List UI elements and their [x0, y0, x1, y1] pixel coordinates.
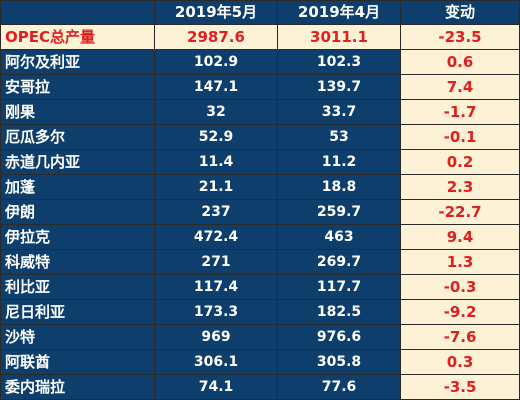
- header-april: 2019年4月: [278, 0, 401, 25]
- change-value: 9.4: [401, 225, 520, 250]
- april-value: 18.8: [278, 175, 401, 200]
- total-april: 3011.1: [278, 25, 401, 50]
- april-value: 182.5: [278, 300, 401, 325]
- april-value: 33.7: [278, 100, 401, 125]
- may-value: 472.4: [155, 225, 278, 250]
- change-value: 1.3: [401, 250, 520, 275]
- header-may: 2019年5月: [155, 0, 278, 25]
- may-value: 74.1: [155, 375, 278, 400]
- country-name: 伊朗: [0, 200, 155, 225]
- april-value: 269.7: [278, 250, 401, 275]
- april-value: 11.2: [278, 150, 401, 175]
- country-name: 利比亚: [0, 275, 155, 300]
- change-value: -7.6: [401, 325, 520, 350]
- country-name: 加蓬: [0, 175, 155, 200]
- country-name: 伊拉克: [0, 225, 155, 250]
- may-value: 173.3: [155, 300, 278, 325]
- total-change: -23.5: [401, 25, 520, 50]
- change-value: 0.6: [401, 50, 520, 75]
- change-value: -0.3: [401, 275, 520, 300]
- may-value: 21.1: [155, 175, 278, 200]
- change-value: -22.7: [401, 200, 520, 225]
- april-value: 463: [278, 225, 401, 250]
- country-name: 委内瑞拉: [0, 375, 155, 400]
- country-name: 沙特: [0, 325, 155, 350]
- country-name: 刚果: [0, 100, 155, 125]
- april-value: 102.3: [278, 50, 401, 75]
- change-value: 0.2: [401, 150, 520, 175]
- header-change: 变动: [401, 0, 520, 25]
- may-value: 102.9: [155, 50, 278, 75]
- country-name: 阿联酋: [0, 350, 155, 375]
- change-value: -9.2: [401, 300, 520, 325]
- april-value: 117.7: [278, 275, 401, 300]
- change-value: 2.3: [401, 175, 520, 200]
- april-value: 77.6: [278, 375, 401, 400]
- country-name: 安哥拉: [0, 75, 155, 100]
- change-value: -3.5: [401, 375, 520, 400]
- country-name: 阿尔及利亚: [0, 50, 155, 75]
- country-name: 尼日利亚: [0, 300, 155, 325]
- change-value: 0.3: [401, 350, 520, 375]
- country-name: 赤道几内亚: [0, 150, 155, 175]
- april-value: 139.7: [278, 75, 401, 100]
- may-value: 52.9: [155, 125, 278, 150]
- may-value: 11.4: [155, 150, 278, 175]
- total-name: OPEC总产量: [0, 25, 155, 50]
- may-value: 237: [155, 200, 278, 225]
- header-country: [0, 0, 155, 25]
- country-name: 厄瓜多尔: [0, 125, 155, 150]
- country-name: 科威特: [0, 250, 155, 275]
- change-value: -1.7: [401, 100, 520, 125]
- may-value: 271: [155, 250, 278, 275]
- may-value: 969: [155, 325, 278, 350]
- total-may: 2987.6: [155, 25, 278, 50]
- may-value: 117.4: [155, 275, 278, 300]
- may-value: 32: [155, 100, 278, 125]
- april-value: 53: [278, 125, 401, 150]
- may-value: 306.1: [155, 350, 278, 375]
- may-value: 147.1: [155, 75, 278, 100]
- april-value: 259.7: [278, 200, 401, 225]
- april-value: 305.8: [278, 350, 401, 375]
- change-value: 7.4: [401, 75, 520, 100]
- change-value: -0.1: [401, 125, 520, 150]
- april-value: 976.6: [278, 325, 401, 350]
